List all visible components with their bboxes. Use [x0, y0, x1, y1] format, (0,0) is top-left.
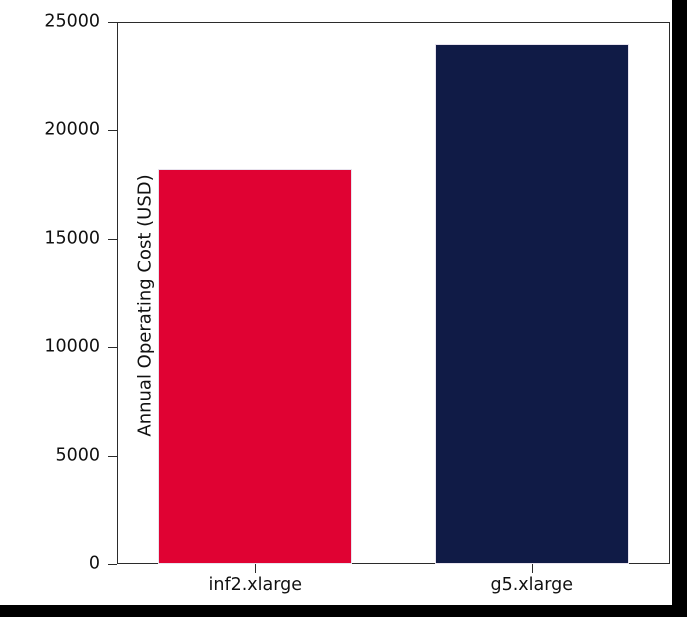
bar-inf2-xlarge — [158, 169, 353, 564]
y-tick-label: 0 — [88, 553, 100, 574]
y-tick-mark — [108, 564, 117, 565]
y-tick-mark — [108, 455, 117, 457]
y-axis-title: Annual Operating Cost (USD) — [134, 174, 156, 437]
y-tick-label: 25000 — [44, 11, 100, 32]
x-tick-label: g5.xlarge — [490, 575, 573, 595]
y-tick-mark — [108, 238, 117, 240]
y-tick-label: 15000 — [44, 228, 100, 249]
y-tick-mark — [108, 22, 117, 23]
page-border-bottom — [0, 605, 687, 617]
y-tick-mark — [108, 130, 117, 132]
y-tick-label: 10000 — [44, 336, 100, 357]
y-tick-label: 5000 — [55, 444, 100, 465]
bar-g5-xlarge — [434, 43, 629, 564]
x-tick-mark — [531, 564, 533, 573]
x-tick-label: inf2.xlarge — [208, 575, 302, 595]
x-tick-mark — [255, 564, 257, 573]
page-border-right — [672, 0, 687, 617]
y-tick-label: 20000 — [44, 119, 100, 140]
y-tick-mark — [108, 347, 117, 349]
